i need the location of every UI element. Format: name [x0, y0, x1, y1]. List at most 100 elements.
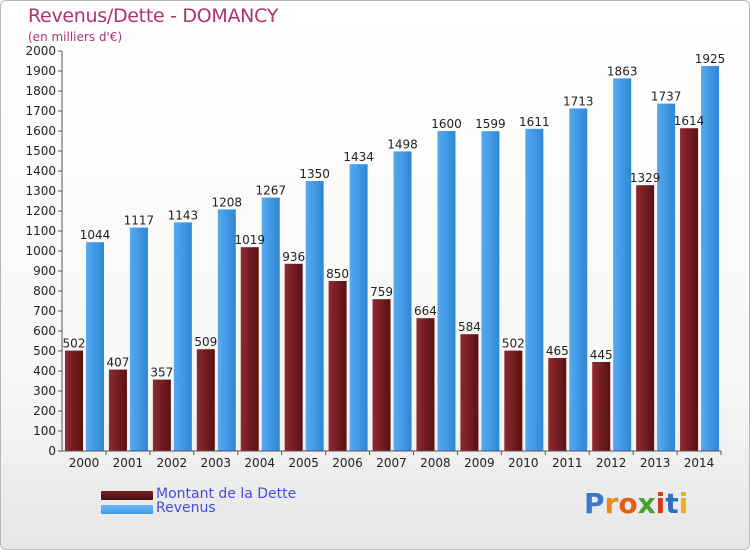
data-label-dette: 850: [326, 267, 349, 281]
logo-letter: x: [637, 487, 656, 520]
data-label-dette: 1019: [234, 233, 265, 247]
x-tick-label: 2013: [640, 456, 671, 470]
legend-label-revenus: Revenus: [156, 500, 216, 516]
x-tick-label: 2009: [464, 456, 495, 470]
data-label-dette: 1329: [630, 171, 661, 185]
logo-letter: r: [604, 487, 619, 520]
bar-revenus: [569, 108, 588, 452]
data-label-dette: 445: [590, 348, 613, 362]
x-tick-label: 2010: [508, 456, 539, 470]
x-tick-label: 2003: [200, 456, 231, 470]
x-tick-label: 2001: [113, 456, 144, 470]
bar-revenus: [481, 131, 500, 451]
y-tick-label: 800: [33, 284, 56, 298]
bar-dette: [372, 299, 391, 451]
y-tick-label: 1200: [25, 204, 56, 218]
data-label-dette: 502: [63, 337, 86, 351]
y-tick-label: 900: [33, 264, 56, 278]
x-tick-label: 2011: [552, 456, 583, 470]
x-tick-label: 2012: [596, 456, 627, 470]
x-tick-label: 2004: [244, 456, 275, 470]
data-label-dette: 664: [414, 304, 437, 318]
y-tick-label: 200: [33, 404, 56, 418]
data-label-revenus: 1600: [431, 117, 462, 131]
data-label-dette: 502: [502, 337, 525, 351]
x-tick-label: 2000: [69, 456, 100, 470]
bar-revenus: [701, 66, 720, 451]
data-label-dette: 1614: [674, 114, 705, 128]
legend-swatch-revenus: [101, 505, 153, 514]
data-label-dette: 584: [458, 320, 481, 334]
x-tick-label: 2008: [420, 456, 451, 470]
bar-dette: [108, 369, 127, 451]
bar-dette: [328, 281, 347, 451]
bar-revenus: [657, 103, 676, 451]
data-label-revenus: 1863: [607, 64, 638, 78]
bar-revenus: [86, 242, 104, 451]
data-label-dette: 357: [150, 366, 173, 380]
bar-dette: [548, 358, 567, 451]
y-tick-label: 1700: [25, 104, 56, 118]
chart-subtitle: (en milliers d'€): [28, 30, 123, 44]
x-tick-label: 2006: [332, 456, 363, 470]
y-tick-label: 1500: [25, 144, 56, 158]
data-label-revenus: 1143: [168, 208, 199, 222]
y-tick-label: 0: [48, 444, 56, 458]
data-label-revenus: 1267: [255, 184, 286, 198]
bar-dette: [152, 379, 171, 451]
data-label-revenus: 1350: [299, 167, 330, 181]
bar-dette: [592, 362, 611, 451]
x-tick-label: 2005: [288, 456, 319, 470]
x-tick-label: 2002: [157, 456, 188, 470]
legend-label-dette: Montant de la Dette: [156, 486, 297, 502]
data-label-revenus: 1208: [212, 195, 243, 209]
bar-dette: [636, 185, 655, 451]
y-tick-label: 700: [33, 304, 56, 318]
chart-title: Revenus/Dette - DOMANCY: [28, 5, 279, 27]
bar-revenus: [393, 151, 412, 451]
data-label-revenus: 1925: [695, 52, 726, 66]
data-label-dette: 465: [546, 344, 569, 358]
y-tick-label: 1600: [25, 124, 56, 138]
logo-letter: o: [618, 487, 638, 520]
bar-dette: [65, 350, 83, 451]
bar-dette: [460, 334, 479, 451]
bar-revenus: [437, 131, 456, 451]
logo-letter: P: [584, 487, 605, 520]
bar-revenus: [261, 197, 280, 451]
data-label-revenus: 1611: [519, 115, 550, 129]
bar-dette: [416, 318, 435, 451]
bar-dette: [240, 247, 259, 451]
y-tick-label: 100: [33, 424, 56, 438]
bar-dette: [284, 263, 303, 451]
bar-revenus: [305, 181, 324, 451]
bar-revenus: [525, 128, 544, 452]
data-label-dette: 936: [282, 250, 305, 264]
data-label-revenus: 1044: [80, 228, 111, 242]
y-tick-label: 1800: [25, 84, 56, 98]
bar-dette: [504, 350, 523, 451]
y-tick-label: 600: [33, 324, 56, 338]
logo-letter: i: [655, 487, 666, 520]
y-tick-label: 1900: [25, 64, 56, 78]
y-tick-label: 1300: [25, 184, 56, 198]
bar-revenus: [129, 227, 148, 451]
legend-swatch-dette: [101, 491, 153, 500]
y-tick-label: 500: [33, 344, 56, 358]
logo-letter: i: [678, 487, 689, 520]
y-tick-label: 1000: [25, 244, 56, 258]
y-tick-label: 400: [33, 364, 56, 378]
data-label-dette: 509: [194, 335, 217, 349]
data-label-dette: 407: [106, 356, 129, 370]
data-label-revenus: 1737: [651, 90, 682, 104]
bar-revenus: [349, 164, 368, 451]
data-label-revenus: 1599: [475, 117, 506, 131]
data-label-revenus: 1117: [124, 214, 155, 228]
bar-dette: [680, 128, 699, 451]
x-tick-label: 2007: [376, 456, 407, 470]
bar-dette: [196, 349, 215, 451]
y-tick-label: 1400: [25, 164, 56, 178]
bar-revenus: [173, 222, 192, 451]
